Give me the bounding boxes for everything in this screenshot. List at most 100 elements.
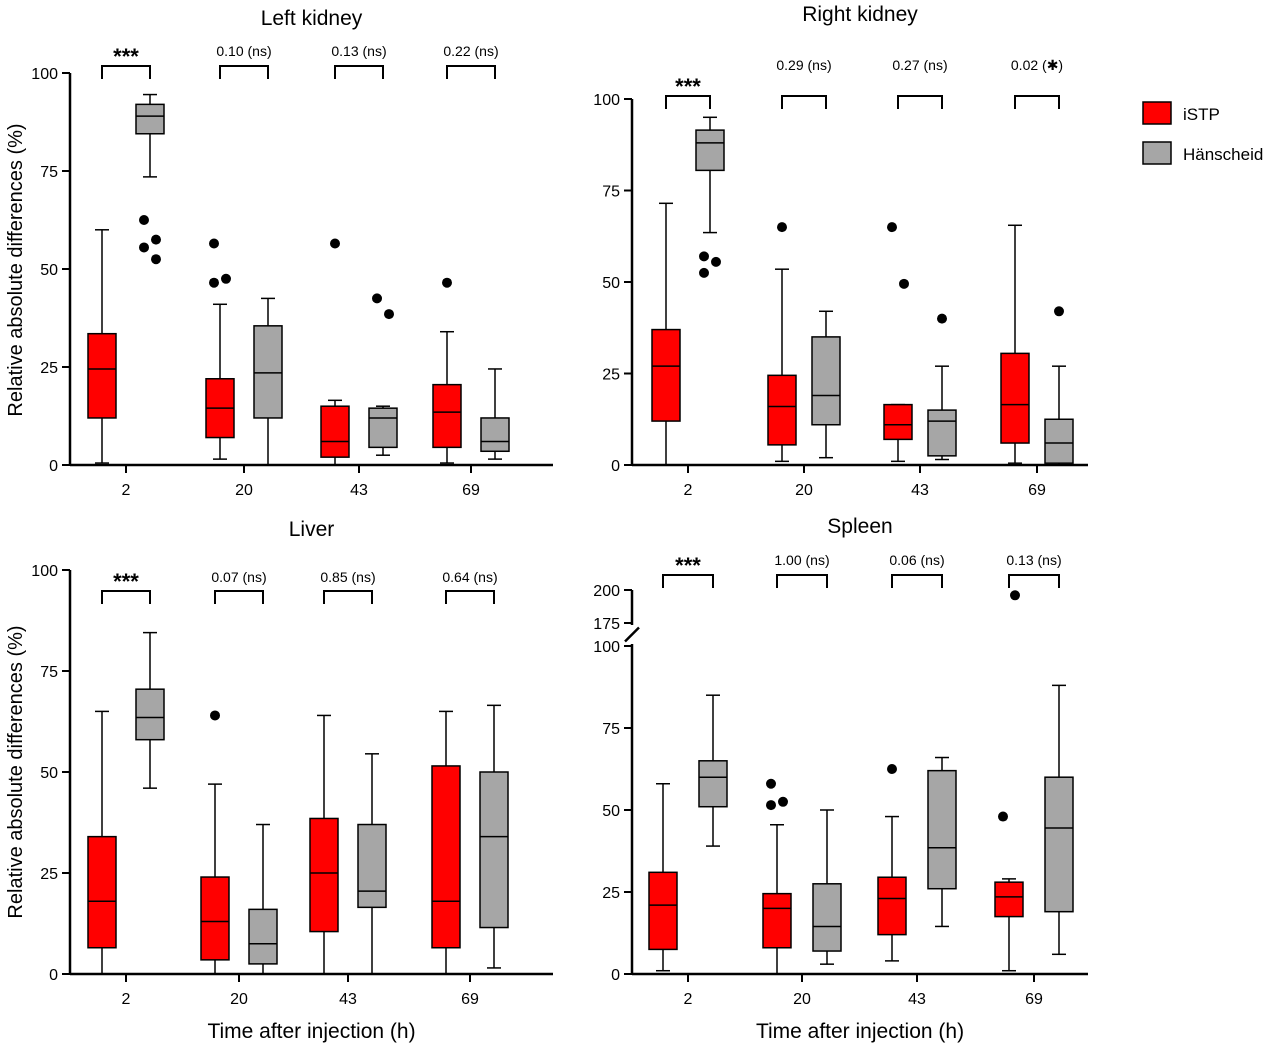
box-iqr [1000, 352, 1030, 444]
outlier-point [151, 254, 161, 265]
box-iqr [877, 876, 907, 936]
significance-label: *** [113, 44, 139, 69]
x-tick-label: 43 [911, 482, 929, 499]
outlier-point [384, 309, 394, 320]
box-iqr [927, 769, 957, 890]
outlier-point [766, 800, 776, 811]
box-iqr [253, 325, 283, 419]
box-istp-69 [994, 590, 1024, 972]
legend-label: Hänscheid [1183, 145, 1263, 164]
y-tick-label: 25 [602, 885, 620, 902]
y-tick-label: 0 [49, 458, 58, 475]
panels-group: Left kidney Relative absolute differences… [5, 3, 1088, 1043]
x-axis-label: Time after injection (h) [207, 1020, 415, 1043]
y-tick-label: 100 [31, 66, 58, 83]
significance-label: 0.10 (ns) [216, 43, 271, 59]
box-iqr [135, 103, 165, 135]
panel-3: Spleen Time after injection (h) 0 25 50 75 100… [593, 515, 1088, 1043]
y-tick-label: 0 [611, 458, 620, 475]
box-hanscheid-20 [253, 297, 283, 466]
y-tick-label: 100 [593, 92, 620, 109]
box-istp-2 [648, 783, 678, 972]
box-hanscheid-69 [480, 368, 510, 460]
box-iqr [811, 336, 841, 426]
outlier-point [372, 293, 382, 304]
box-iqr [927, 409, 957, 457]
box-istp-20 [762, 778, 792, 975]
box-iqr [479, 771, 509, 929]
box-iqr [480, 417, 510, 453]
x-tick-label: 20 [795, 482, 813, 499]
outlier-point [210, 710, 220, 721]
box-hanscheid-20 [248, 823, 278, 975]
x-tick-label: 20 [235, 482, 253, 499]
x-tick-label: 43 [339, 991, 357, 1008]
box-iqr [248, 908, 278, 965]
panel-0: Left kidney Relative absolute differences… [5, 7, 553, 499]
outlier-point [899, 278, 909, 289]
outlier-point [699, 251, 709, 262]
significance-label: *** [113, 569, 139, 594]
outlier-point [778, 796, 788, 807]
y-tick-label: 25 [40, 866, 58, 883]
box-iqr [648, 871, 678, 951]
box-istp-20 [205, 238, 235, 460]
y-tick-label: 25 [40, 360, 58, 377]
box-istp-2 [87, 229, 117, 464]
outlier-point [766, 778, 776, 789]
box-istp-69 [432, 277, 462, 464]
box-iqr [320, 405, 350, 458]
y-tick-label: 75 [40, 164, 58, 181]
box-iqr [762, 892, 792, 949]
significance-label: 0.22 (ns) [443, 43, 498, 59]
outlier-point [139, 215, 149, 225]
box-hanscheid-20 [812, 809, 842, 965]
box-iqr [651, 328, 681, 422]
box-iqr [135, 688, 165, 741]
box-hanscheid-69 [1044, 684, 1074, 956]
x-tick-label: 69 [461, 991, 479, 1008]
box-iqr [357, 823, 387, 909]
y-tick-label: 50 [40, 765, 58, 782]
box-istp-2 [87, 710, 117, 975]
y-tick-label: 100 [593, 639, 620, 656]
box-iqr [432, 383, 462, 449]
box-iqr [994, 881, 1024, 918]
box-istp-69 [431, 710, 461, 975]
box-istp-43 [877, 764, 907, 962]
box-iqr [1044, 418, 1074, 464]
box-iqr [695, 129, 725, 172]
significance-label: *** [675, 553, 701, 578]
x-tick-label: 2 [122, 991, 131, 1008]
outlier-point [209, 277, 219, 288]
significance-bracket [219, 65, 269, 79]
significance-bracket [334, 65, 384, 79]
y-tick-label: 0 [611, 967, 620, 984]
box-iqr [368, 407, 398, 449]
box-hanscheid-2 [135, 631, 165, 789]
panel-title: Spleen [827, 515, 892, 538]
y-tick-label: 50 [602, 275, 620, 292]
significance-label: 0.02 (✱) [1011, 57, 1063, 73]
x-tick-label: 69 [1028, 482, 1046, 499]
significance-bracket [781, 95, 827, 109]
outlier-point [887, 764, 897, 774]
significance-bracket [445, 590, 495, 604]
significance-label: 0.27 (ns) [892, 57, 947, 73]
significance-bracket [1008, 574, 1060, 588]
outlier-point [887, 222, 897, 233]
box-iqr [431, 765, 461, 949]
x-tick-label: 2 [122, 482, 131, 499]
x-tick-label: 2 [684, 482, 693, 499]
significance-bracket [323, 590, 373, 604]
significance-label: 0.06 (ns) [889, 552, 944, 568]
box-hanscheid-43 [368, 293, 398, 456]
panel-title: Liver [289, 518, 335, 541]
significance-label: 0.64 (ns) [442, 569, 497, 585]
box-iqr [87, 835, 117, 949]
legend-swatch-hanscheid [1142, 141, 1172, 165]
panel-1: Right kidney 0 25 50 75 100 2 *** 20 0.29 (ns) 43 0… [593, 3, 1088, 499]
significance-bracket [101, 65, 151, 79]
significance-label: 1.00 (ns) [774, 552, 829, 568]
significance-bracket [446, 65, 496, 79]
